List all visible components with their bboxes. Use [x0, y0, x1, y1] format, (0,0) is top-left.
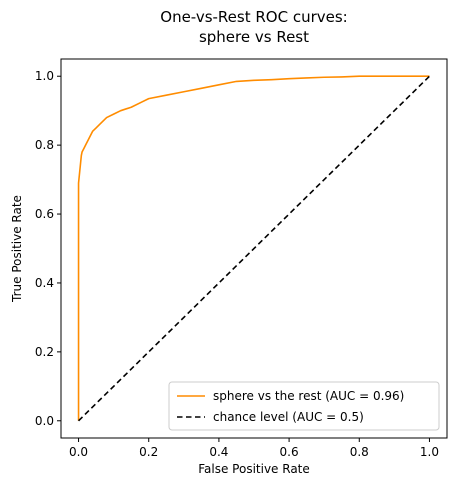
x-tick-label: 0.2 [139, 445, 158, 459]
legend: sphere vs the rest (AUC = 0.96) chance le… [168, 381, 440, 431]
chart-title-line: One-vs-Rest ROC curves: [160, 8, 347, 26]
chart-title-line: sphere vs Rest [199, 28, 309, 46]
y-tick-label: 0.8 [35, 138, 54, 152]
roc-curve-line [77, 75, 430, 421]
y-axis-ticks: 0.0 0.2 0.4 0.6 0.8 1.0 [35, 69, 61, 428]
x-tick-label: 0.8 [350, 445, 369, 459]
x-axis-ticks: 0.0 0.2 0.4 0.6 0.8 1.0 [69, 438, 439, 459]
y-tick-label: 0.2 [35, 345, 54, 359]
axes-frame [60, 58, 448, 439]
x-tick-label: 0.4 [209, 445, 228, 459]
y-tick-label: 0.6 [35, 207, 54, 221]
y-axis-label: True Positive Rate [10, 195, 24, 303]
legend-label: sphere vs the rest (AUC = 0.96) [213, 389, 404, 403]
x-tick-label: 0.6 [280, 445, 299, 459]
chart-title: One-vs-Rest ROC curves: sphere vs Rest [160, 8, 347, 46]
legend-label: chance level (AUC = 0.5) [213, 410, 364, 424]
x-tick-label: 1.0 [420, 445, 439, 459]
y-tick-label: 0.0 [35, 414, 54, 428]
x-tick-label: 0.0 [69, 445, 88, 459]
y-tick-label: 0.4 [35, 276, 54, 290]
chance-level-line [77, 75, 431, 422]
y-tick-label: 1.0 [35, 69, 54, 83]
x-axis-label: False Positive Rate [198, 462, 310, 476]
legend-box [168, 381, 440, 431]
plot-area [60, 58, 448, 439]
